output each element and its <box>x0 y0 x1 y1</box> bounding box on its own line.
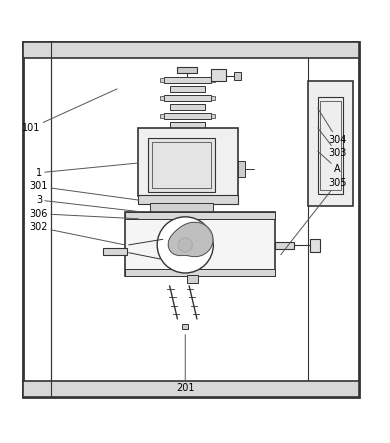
Text: 301: 301 <box>30 181 138 200</box>
Bar <box>275 242 294 249</box>
Bar <box>238 161 245 177</box>
Polygon shape <box>168 222 213 256</box>
Text: A: A <box>318 152 340 174</box>
Text: 303: 303 <box>318 128 347 158</box>
Bar <box>164 113 211 119</box>
Bar <box>138 195 238 204</box>
Bar <box>170 104 205 110</box>
Bar <box>138 128 238 196</box>
Text: 304: 304 <box>318 109 347 144</box>
Bar <box>310 239 320 252</box>
Bar <box>211 96 215 100</box>
Bar <box>211 70 226 81</box>
Bar <box>125 212 275 276</box>
Bar <box>174 145 201 154</box>
Bar <box>125 269 275 276</box>
Text: 201: 201 <box>176 334 195 393</box>
Bar <box>164 95 211 101</box>
Bar <box>152 142 211 188</box>
Bar <box>23 42 359 397</box>
Bar <box>23 42 359 58</box>
Text: 1: 1 <box>36 163 138 178</box>
Bar <box>170 140 205 146</box>
Bar <box>211 132 215 136</box>
Bar <box>211 114 215 118</box>
Bar <box>125 212 275 219</box>
Text: 101: 101 <box>22 89 117 133</box>
Bar <box>160 114 164 118</box>
Bar <box>150 203 213 212</box>
Bar <box>177 67 197 73</box>
Bar <box>318 97 343 194</box>
Bar <box>182 324 188 329</box>
Bar <box>164 77 211 83</box>
Bar <box>234 72 241 80</box>
Bar <box>160 132 164 136</box>
Text: 302: 302 <box>30 222 125 245</box>
Circle shape <box>157 217 213 273</box>
Bar <box>320 101 341 190</box>
Text: 305: 305 <box>281 178 347 255</box>
Bar <box>209 212 216 216</box>
Bar <box>160 78 164 82</box>
Text: 306: 306 <box>30 209 138 219</box>
Bar <box>103 248 127 255</box>
Bar <box>211 78 215 82</box>
Bar <box>308 81 353 206</box>
Text: 3: 3 <box>36 195 140 212</box>
Bar <box>186 275 198 283</box>
Bar <box>148 138 214 192</box>
Bar <box>51 50 308 389</box>
Bar <box>23 381 359 397</box>
Bar <box>160 96 164 100</box>
Bar <box>146 212 154 216</box>
Bar <box>170 86 205 92</box>
Bar <box>170 122 205 128</box>
Bar <box>164 131 211 137</box>
Circle shape <box>178 238 192 252</box>
